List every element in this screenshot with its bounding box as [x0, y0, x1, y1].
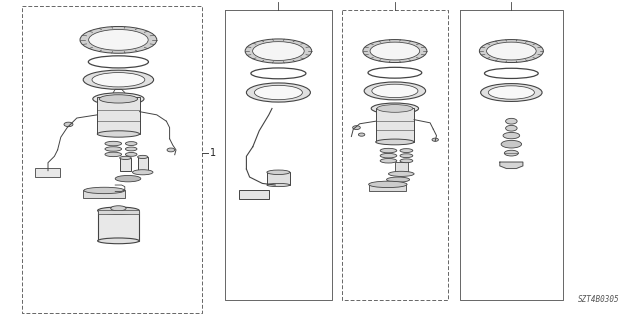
Ellipse shape: [132, 170, 153, 175]
Ellipse shape: [400, 159, 413, 163]
Ellipse shape: [370, 42, 420, 60]
Ellipse shape: [380, 159, 397, 163]
Ellipse shape: [364, 82, 426, 100]
Ellipse shape: [125, 142, 137, 145]
Bar: [369, 184, 406, 191]
Ellipse shape: [105, 147, 122, 151]
Ellipse shape: [253, 42, 304, 60]
Ellipse shape: [388, 171, 414, 176]
Bar: [395, 162, 408, 174]
Bar: [267, 172, 290, 185]
Ellipse shape: [380, 148, 397, 153]
Ellipse shape: [84, 187, 125, 194]
Ellipse shape: [486, 42, 536, 60]
Ellipse shape: [99, 95, 138, 103]
Bar: [97, 211, 140, 241]
Ellipse shape: [105, 152, 122, 157]
Ellipse shape: [504, 150, 518, 156]
Ellipse shape: [377, 105, 413, 112]
Circle shape: [167, 148, 175, 152]
Bar: [83, 190, 125, 198]
Ellipse shape: [105, 141, 122, 146]
Ellipse shape: [488, 86, 534, 99]
Ellipse shape: [97, 131, 140, 137]
Ellipse shape: [115, 175, 141, 182]
Ellipse shape: [481, 84, 542, 101]
Ellipse shape: [254, 85, 302, 100]
Text: 1: 1: [210, 148, 216, 158]
Ellipse shape: [111, 206, 126, 211]
Ellipse shape: [267, 170, 290, 174]
Ellipse shape: [369, 181, 407, 188]
Circle shape: [353, 126, 360, 130]
Ellipse shape: [400, 154, 413, 158]
Ellipse shape: [98, 238, 140, 244]
Ellipse shape: [380, 153, 397, 158]
Ellipse shape: [479, 40, 543, 63]
Ellipse shape: [501, 140, 522, 148]
Ellipse shape: [400, 149, 413, 152]
Bar: [35, 168, 60, 177]
Ellipse shape: [387, 177, 410, 182]
Circle shape: [506, 118, 517, 124]
Bar: [138, 157, 148, 172]
Ellipse shape: [120, 156, 131, 160]
Ellipse shape: [88, 29, 148, 50]
Ellipse shape: [83, 70, 154, 89]
Ellipse shape: [138, 155, 148, 159]
Circle shape: [506, 125, 517, 131]
Ellipse shape: [267, 183, 290, 187]
Ellipse shape: [503, 132, 520, 139]
Ellipse shape: [363, 40, 427, 63]
Ellipse shape: [93, 93, 144, 105]
Bar: [97, 97, 140, 134]
Bar: [376, 108, 414, 142]
Bar: [120, 158, 131, 171]
Ellipse shape: [246, 83, 310, 102]
Bar: [97, 210, 140, 214]
Circle shape: [64, 122, 73, 127]
Ellipse shape: [92, 73, 145, 87]
Text: SZT4B0305: SZT4B0305: [577, 295, 620, 304]
Ellipse shape: [372, 84, 418, 98]
Ellipse shape: [125, 147, 137, 151]
Ellipse shape: [376, 139, 414, 145]
Bar: [239, 190, 269, 199]
Circle shape: [358, 133, 365, 136]
Ellipse shape: [245, 39, 312, 63]
Ellipse shape: [125, 152, 137, 156]
Ellipse shape: [371, 103, 419, 114]
Polygon shape: [500, 162, 523, 168]
Circle shape: [432, 138, 438, 141]
Ellipse shape: [80, 26, 157, 53]
Ellipse shape: [98, 207, 140, 214]
